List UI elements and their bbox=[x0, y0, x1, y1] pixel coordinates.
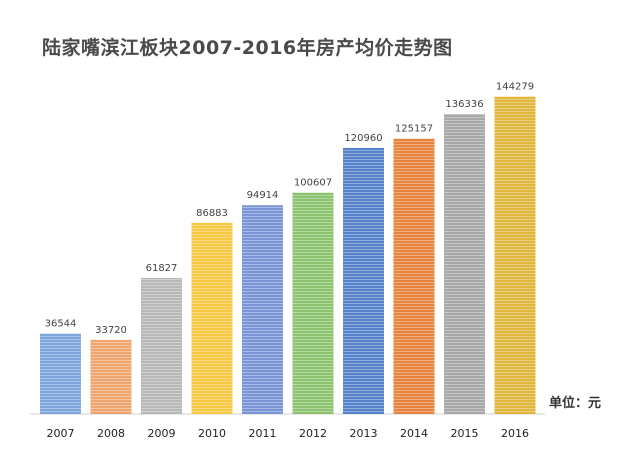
value-label-2013: 120960 bbox=[344, 133, 382, 144]
bar-texture-2008 bbox=[90, 339, 132, 414]
x-tick-label-2016: 2016 bbox=[501, 427, 529, 440]
bar-texture-2016 bbox=[494, 96, 536, 415]
x-tick-label-2015: 2015 bbox=[451, 427, 479, 440]
bar-texture-2015 bbox=[444, 114, 485, 415]
x-tick-label-2009: 2009 bbox=[148, 427, 176, 440]
x-tick-label-2014: 2014 bbox=[400, 427, 428, 440]
unit-label: 单位：元 bbox=[549, 396, 602, 411]
x-tick-label-2011: 2011 bbox=[249, 427, 277, 440]
value-label-2011: 94914 bbox=[247, 190, 279, 201]
bar-texture-2007 bbox=[40, 333, 81, 414]
value-label-2009: 61827 bbox=[146, 263, 178, 274]
value-label-2016: 144279 bbox=[496, 82, 534, 93]
bar-texture-2011 bbox=[242, 205, 283, 414]
bar-texture-2013 bbox=[343, 147, 384, 414]
bars-layer: 36544 2007 33720 2008 61827 2009 86883 2010 9491… bbox=[40, 82, 536, 440]
value-label-2015: 136336 bbox=[445, 99, 483, 110]
bar-texture-2010 bbox=[191, 222, 233, 414]
x-tick-label-2007: 2007 bbox=[47, 427, 75, 440]
value-label-2008: 33720 bbox=[95, 325, 127, 336]
value-label-2014: 125157 bbox=[395, 124, 433, 135]
bar-texture-2012 bbox=[292, 192, 334, 414]
x-tick-label-2010: 2010 bbox=[198, 427, 226, 440]
x-tick-label-2012: 2012 bbox=[299, 427, 327, 440]
value-label-2012: 100607 bbox=[294, 178, 332, 189]
value-label-2007: 36544 bbox=[45, 319, 77, 330]
bar-texture-2009 bbox=[141, 277, 182, 414]
value-label-2010: 86883 bbox=[196, 208, 228, 219]
x-tick-label-2008: 2008 bbox=[97, 427, 125, 440]
bar-texture-2014 bbox=[393, 138, 435, 414]
chart-title: 陆家嘴滨江板块2007-2016年房产均价走势图 bbox=[42, 37, 453, 59]
x-tick-label-2013: 2013 bbox=[350, 427, 378, 440]
